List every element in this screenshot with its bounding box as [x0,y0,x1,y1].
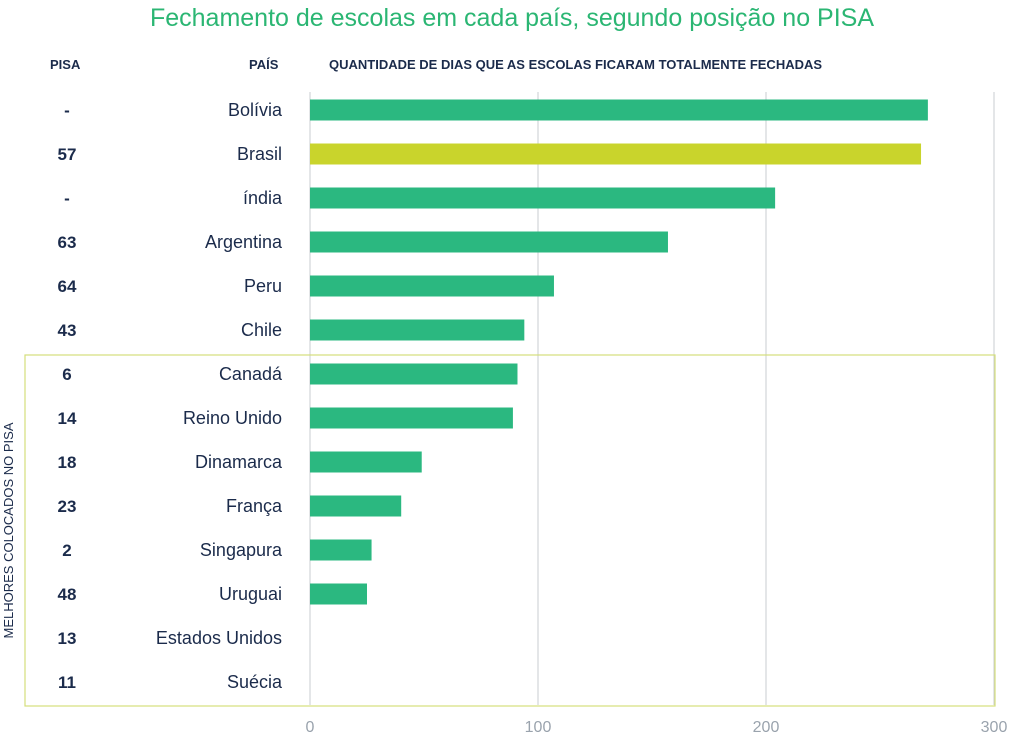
pisa-rank: 23 [58,497,77,516]
country-label: Brasil [237,144,282,164]
country-label: Bolívia [228,100,283,120]
country-label: Canadá [219,364,283,384]
bar [310,319,525,341]
pisa-rank: 43 [58,321,77,340]
pisa-rank: 63 [58,233,77,252]
country-label: Chile [241,320,282,340]
pisa-rank: - [64,189,70,208]
pisa-rank: 64 [58,277,77,296]
group-label: MELHORES COLOCADOS NO PISA [1,422,16,638]
bar [310,275,554,297]
pisa-rank: 13 [58,629,77,648]
bar [310,583,367,605]
x-tick-label: 200 [753,719,780,736]
bar [310,407,513,429]
bar [310,539,372,561]
country-label: Suécia [227,672,283,692]
pisa-rank: - [64,101,70,120]
pisa-rank: 6 [62,365,71,384]
pisa-rank: 57 [58,145,77,164]
country-label: Estados Unidos [156,628,282,648]
country-label: Uruguai [219,584,282,604]
country-label: Reino Unido [183,408,282,428]
country-column-header: PAÍS [249,57,279,72]
pisa-rank: 18 [58,453,77,472]
pisa-rank: 14 [58,409,77,428]
chart-title: Fechamento de escolas em cada país, segu… [149,4,875,32]
country-label: Peru [244,276,282,296]
bar [310,363,518,385]
group-box [24,354,996,707]
bar [310,143,922,165]
bar [310,99,928,121]
bar [310,187,776,209]
x-tick-label: 300 [981,719,1008,736]
pisa-rank: 11 [58,673,76,692]
bar [310,231,668,253]
pisa-rank: 48 [58,585,77,604]
bar [310,495,402,517]
country-label: Singapura [200,540,283,560]
x-tick-label: 0 [306,719,315,736]
pisa-column-header: PISA [50,57,81,72]
country-label: Argentina [205,232,283,252]
country-label: índia [243,188,283,208]
bar [310,451,422,473]
value-axis-header: QUANTIDADE DE DIAS QUE AS ESCOLAS FICARA… [329,57,823,72]
country-label: Dinamarca [195,452,283,472]
country-label: França [226,496,283,516]
x-tick-label: 100 [525,719,552,736]
pisa-rank: 2 [62,541,71,560]
